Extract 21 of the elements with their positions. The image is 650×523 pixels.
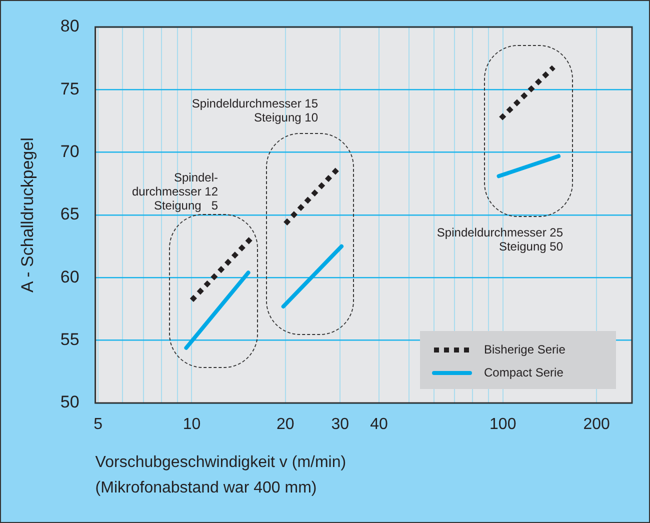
y-tick-label: 75: [60, 79, 80, 98]
y-tick-label: 50: [60, 392, 80, 412]
y-tick-label: 60: [60, 267, 80, 286]
y-tick-label: 80: [60, 16, 80, 36]
x-tick-label: 200: [583, 416, 610, 434]
x-tick-label: 5: [94, 416, 103, 434]
x-tick-label: 30: [331, 416, 350, 434]
annotation: Spindeldurchmesser 15 Steigung 10: [192, 96, 318, 124]
y-tick-label: 55: [60, 330, 80, 350]
y-tick-label: 70: [60, 142, 80, 162]
x-axis-title: Vorschubgeschwindigkeit v (m/min) (Mikrofonabstand war 400 mm): [95, 454, 346, 497]
x-tick-label: 100: [490, 416, 516, 434]
x-tick-label: 40: [370, 416, 388, 434]
y-axis-title: A - Schalldruckpegel: [18, 138, 37, 292]
y-tick-label: 65: [60, 204, 80, 224]
legend-label: Bisherige Serie: [484, 342, 566, 356]
annotation: Spindeldurchmesser 25 Steigung 50: [436, 225, 564, 254]
annotation: Spindel- durchmesser 12 Steigung 5: [132, 170, 218, 212]
x-tick-label: 20: [276, 416, 294, 434]
legend-label: Compact Serie: [484, 365, 564, 380]
x-tick-label: 10: [182, 416, 201, 434]
